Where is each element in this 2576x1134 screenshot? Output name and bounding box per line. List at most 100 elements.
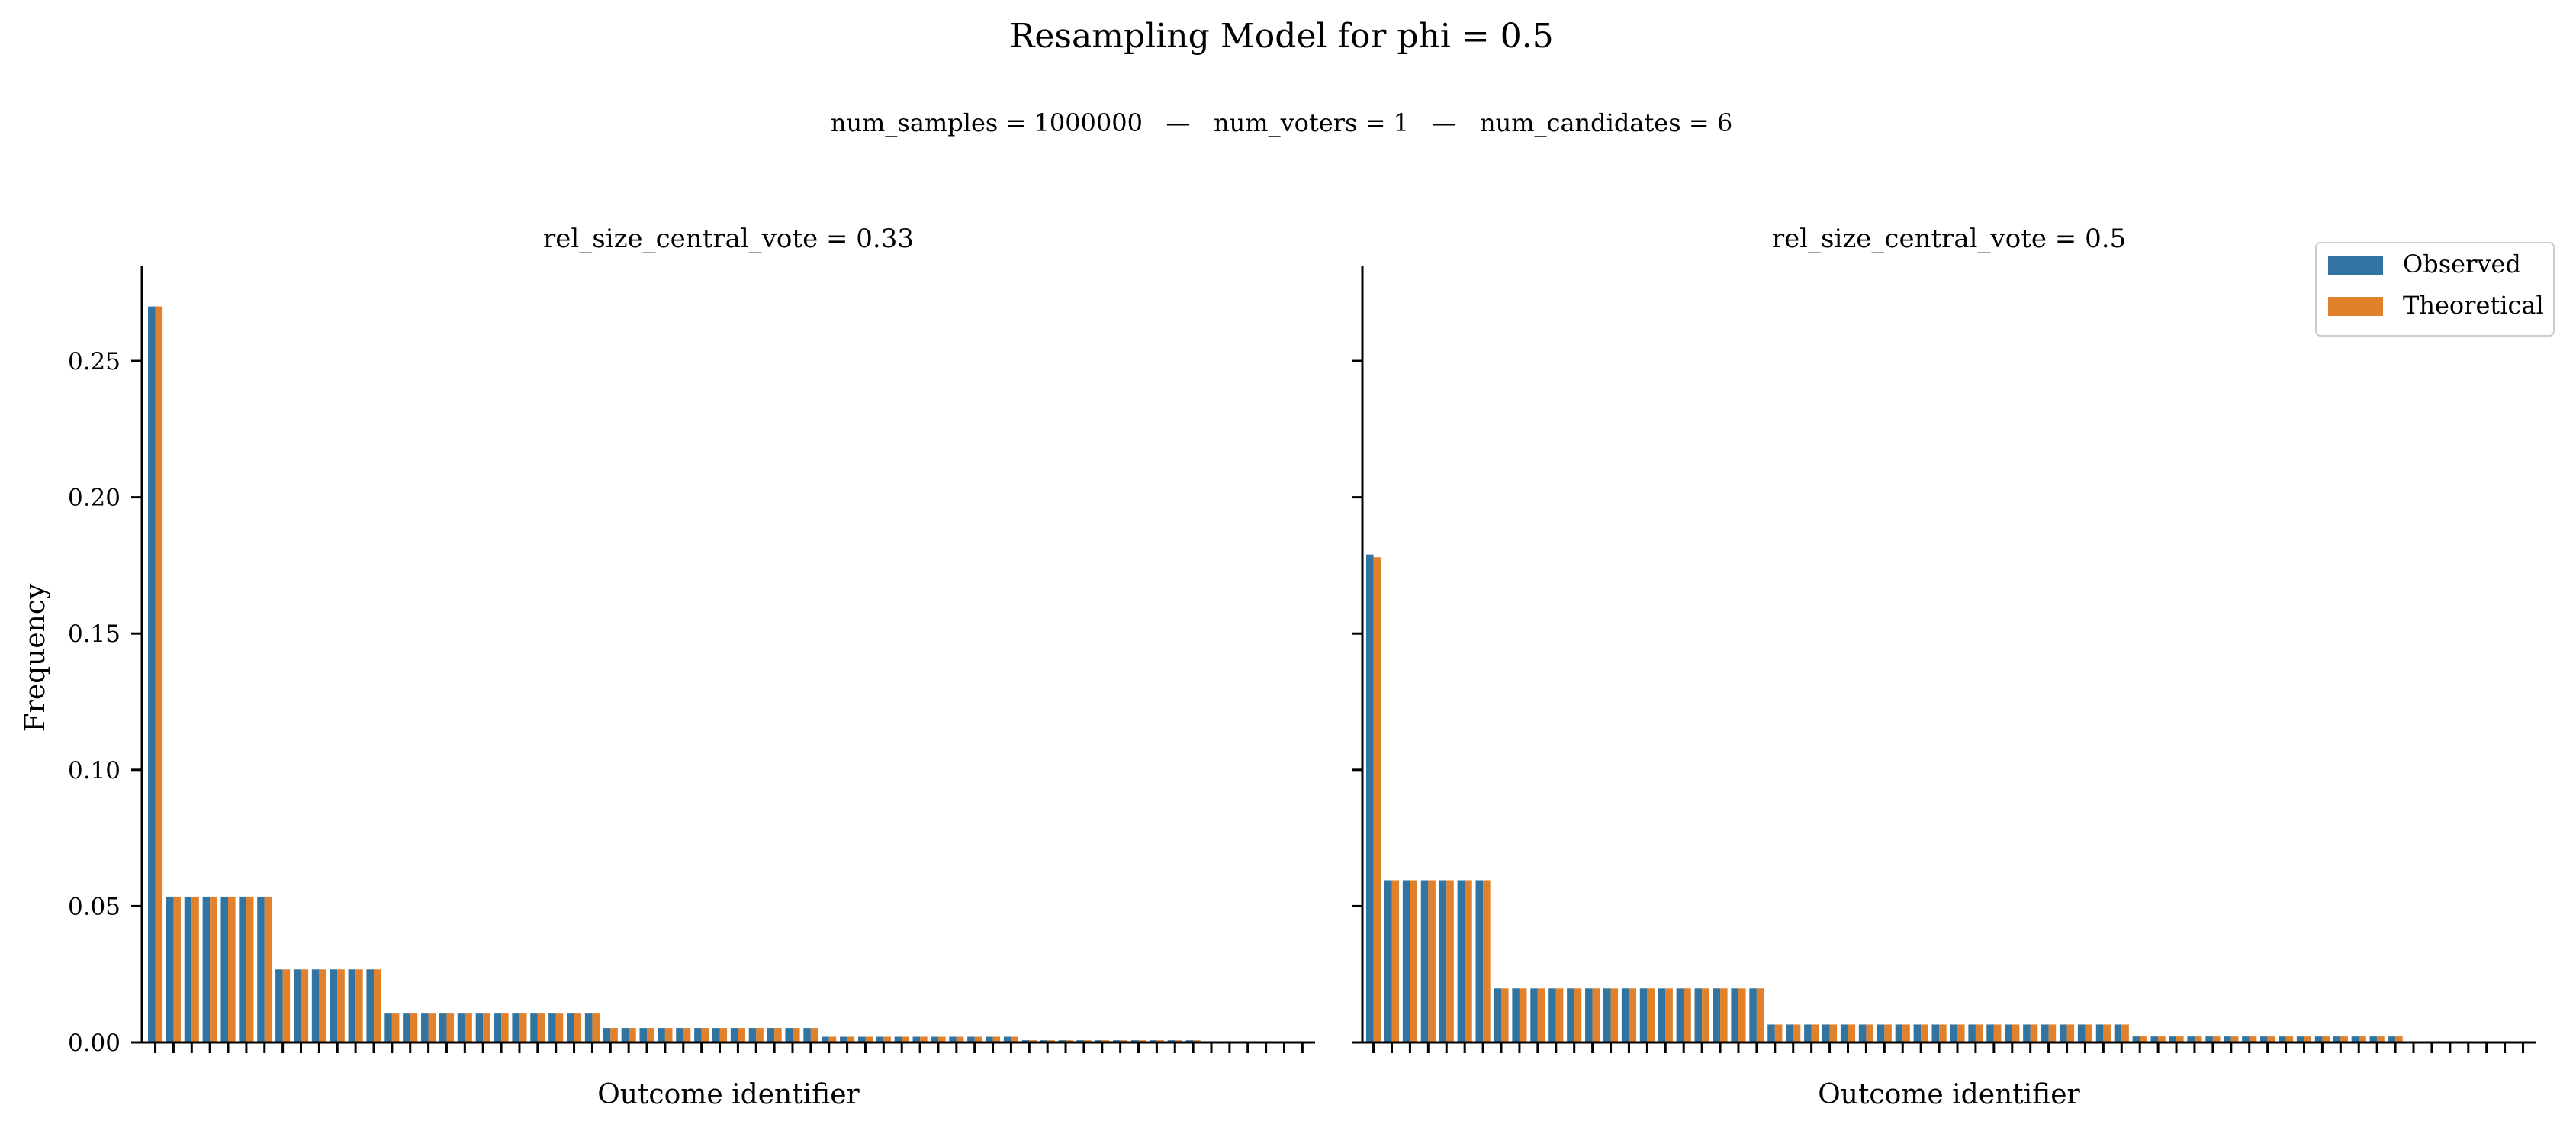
theoretical-bar: [410, 1013, 418, 1042]
theoretical-bar: [282, 969, 291, 1042]
left-chart-title: rel_size_central_vote = 0.33: [543, 224, 914, 254]
theoretical-bar: [2377, 1036, 2385, 1042]
observed-bar: [366, 969, 374, 1042]
theoretical-bar: [2030, 1024, 2038, 1042]
observed-bar: [894, 1036, 902, 1042]
observed-bar: [840, 1036, 847, 1042]
theoretical-bar: [2212, 1036, 2221, 1042]
observed-bar: [2224, 1036, 2231, 1042]
theoretical-bar: [2230, 1036, 2239, 1042]
observed-bar: [2169, 1036, 2177, 1042]
observed-bar: [1003, 1036, 1011, 1042]
observed-bar: [1457, 880, 1465, 1042]
theoretical-bar: [555, 1013, 564, 1042]
observed-bar: [2114, 1024, 2122, 1042]
right-chart-title: rel_size_central_vote = 0.5: [1772, 224, 2126, 254]
theoretical-bar: [1373, 557, 1381, 1042]
theoretical-bar: [519, 1013, 527, 1042]
observed-bar: [712, 1028, 720, 1042]
theoretical-bar: [865, 1036, 873, 1042]
theoretical-bar: [1665, 988, 1673, 1042]
observed-bar: [1968, 1024, 1976, 1042]
theoretical-bar: [2359, 1036, 2366, 1042]
theoretical-bar: [592, 1013, 600, 1042]
observed-bar: [2187, 1036, 2195, 1042]
theoretical-bar: [1574, 988, 1582, 1042]
left-chart-bars: [148, 306, 1201, 1043]
observed-bar: [512, 1013, 519, 1042]
theoretical-bar: [1793, 1024, 1801, 1042]
theoretical-bar: [1011, 1036, 1018, 1042]
observed-bar: [2132, 1036, 2140, 1042]
theoretical-bar: [2194, 1036, 2202, 1042]
y-axis-label: Frequency: [20, 583, 51, 732]
y-tick-label: 0.15: [68, 620, 121, 648]
observed-bar: [1548, 988, 1556, 1042]
theoretical-bar: [2176, 1036, 2184, 1042]
theoretical-bar: [701, 1028, 709, 1042]
theoretical-bar: [629, 1028, 636, 1042]
observed-bar: [2333, 1036, 2341, 1042]
observed-bar: [239, 896, 246, 1042]
observed-bar: [1585, 988, 1593, 1042]
observed-bar: [1913, 1024, 1922, 1042]
theoretical-bar: [1629, 988, 1637, 1042]
observed-bar: [148, 306, 156, 1043]
theoretical-bar: [1957, 1024, 1965, 1042]
observed-bar: [967, 1036, 975, 1042]
observed-bar: [676, 1028, 683, 1042]
observed-bar: [2041, 1024, 2049, 1042]
figure-title: Resampling Model for phi = 0.5: [1009, 17, 1554, 56]
left-chart-x-ticks: [154, 1042, 1304, 1053]
observed-bar: [694, 1028, 702, 1042]
theoretical-bar: [1774, 1024, 1783, 1042]
observed-bar: [1840, 1024, 1848, 1042]
observed-bar: [949, 1036, 957, 1042]
theoretical-bar: [902, 1036, 909, 1042]
theoretical-bar: [1555, 988, 1564, 1042]
theoretical-bar: [610, 1028, 618, 1042]
theoretical-bar: [2048, 1024, 2057, 1042]
observed-bar: [184, 896, 192, 1042]
left-chart: rel_size_central_vote = 0.33 0.00 0.05 0.1…: [20, 224, 1315, 1110]
theoretical-bar: [920, 1036, 928, 1042]
theoretical-bar: [738, 1028, 745, 1042]
observed-bar: [1658, 988, 1666, 1042]
observed-bar: [1676, 988, 1684, 1042]
observed-bar: [931, 1036, 938, 1042]
theoretical-bar: [2322, 1036, 2330, 1042]
theoretical-bar: [756, 1028, 764, 1042]
theoretical-bar: [1702, 988, 1709, 1042]
theoretical-bar: [2304, 1036, 2312, 1042]
observed-bar: [166, 896, 174, 1042]
theoretical-bar: [210, 896, 217, 1042]
theoretical-bar: [883, 1036, 891, 1042]
theoretical-bar: [2158, 1036, 2166, 1042]
observed-bar: [2059, 1024, 2067, 1042]
observed-bar: [293, 969, 301, 1042]
observed-bar: [1713, 988, 1721, 1042]
observed-bar: [330, 969, 338, 1042]
left-chart-y-ticks: 0.00 0.05 0.10 0.15 0.20 0.25: [68, 348, 142, 1057]
theoretical-bar: [373, 969, 381, 1042]
observed-bar: [2279, 1036, 2286, 1042]
theoretical-bar: [446, 1013, 455, 1042]
theoretical-bar: [2267, 1036, 2275, 1042]
theoretical-bar: [1884, 1024, 1892, 1042]
observed-bar: [803, 1028, 811, 1042]
theoretical-bar: [1848, 1024, 1856, 1042]
theoretical-bar: [1519, 988, 1527, 1042]
observed-bar: [2388, 1036, 2396, 1042]
observed-bar: [857, 1036, 866, 1042]
left-chart-x-label: Outcome identifier: [597, 1079, 860, 1110]
observed-bar: [2314, 1036, 2323, 1042]
theoretical-bar: [1902, 1024, 1910, 1042]
theoretical-bar: [1756, 988, 1764, 1042]
observed-bar: [2260, 1036, 2268, 1042]
y-tick-label: 0.00: [68, 1029, 121, 1057]
observed-bar: [876, 1036, 884, 1042]
observed-bar: [2077, 1024, 2086, 1042]
right-chart-y-ticks: [1352, 359, 1362, 1044]
observed-bar: [1950, 1024, 1958, 1042]
theoretical-bar: [847, 1036, 855, 1042]
